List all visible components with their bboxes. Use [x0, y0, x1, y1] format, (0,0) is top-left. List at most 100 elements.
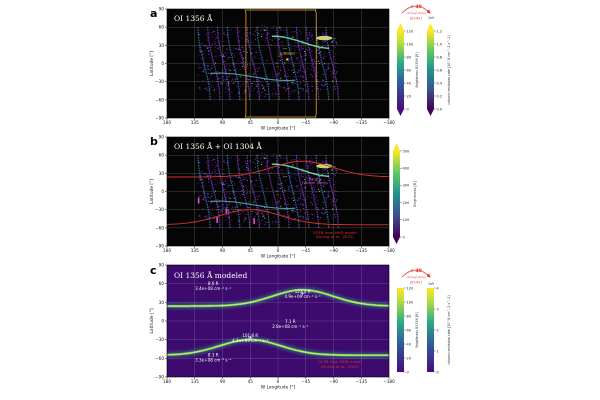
data-point — [242, 83, 244, 85]
data-point — [238, 176, 240, 178]
data-point — [301, 49, 303, 51]
data-point — [325, 68, 327, 70]
data-point — [293, 75, 295, 77]
data-point — [246, 61, 248, 63]
x-tick-label: −135 — [355, 248, 367, 253]
data-point — [280, 157, 282, 159]
data-point — [258, 67, 260, 69]
colorbar-tick-label: 20 — [407, 356, 411, 360]
annotation-text: OCFB from MHD model — [313, 230, 357, 235]
data-point — [222, 55, 224, 57]
data-point — [257, 79, 259, 81]
colorbar-emission-a: 0.0 0.2 0.4 0.6 0.8 1.0 1.2 1e9 column emissio… — [427, 16, 451, 116]
data-point — [310, 201, 312, 203]
data-point — [272, 76, 274, 78]
data-point — [215, 88, 217, 90]
data-point — [313, 191, 315, 193]
data-point — [209, 210, 211, 212]
data-point — [287, 201, 289, 203]
data-point — [245, 186, 247, 188]
data-point — [333, 76, 335, 78]
data-point — [246, 192, 249, 194]
data-point — [279, 27, 281, 29]
conversion-factor-c: × 40 — [410, 268, 422, 274]
data-point — [300, 174, 303, 176]
data-point — [264, 96, 266, 98]
data-point — [279, 26, 281, 28]
data-point — [271, 201, 273, 203]
data-point — [198, 74, 200, 76]
data-point — [295, 30, 297, 32]
data-point — [236, 213, 238, 215]
data-point — [294, 211, 296, 213]
x-tick-label: 180 — [163, 248, 171, 253]
data-point — [208, 51, 210, 52]
data-point — [301, 40, 303, 42]
colorbar-tick-label: 40 — [407, 81, 411, 85]
colorbar-tick-label: 80 — [407, 314, 411, 318]
data-point — [244, 185, 246, 187]
data-point — [223, 32, 225, 34]
data-point — [203, 181, 205, 182]
data-point — [313, 187, 315, 189]
conversion-arrow-a: × 40 𝒜₁₃₅₆/𝒜₁₃₀₄ (EI-42) — [401, 4, 431, 21]
data-point — [325, 200, 327, 202]
data-point — [228, 211, 230, 213]
data-point — [239, 40, 241, 42]
data-point — [307, 196, 309, 198]
data-point — [314, 79, 316, 81]
data-point — [336, 71, 338, 73]
data-point — [302, 216, 304, 218]
data-point — [283, 176, 285, 178]
data-point — [330, 42, 332, 44]
data-point — [255, 180, 257, 181]
data-point — [289, 59, 291, 61]
data-point — [336, 200, 338, 202]
data-point — [225, 83, 227, 85]
colorbar-tick-label: 0.6 — [437, 68, 443, 72]
data-point — [296, 186, 298, 188]
data-point — [251, 86, 253, 88]
data-point — [298, 45, 300, 47]
data-point — [319, 217, 321, 219]
data-point — [287, 58, 290, 60]
data-point — [310, 36, 312, 38]
data-point — [214, 43, 216, 45]
data-point — [296, 180, 298, 182]
data-point — [232, 82, 235, 84]
data-point — [322, 45, 325, 47]
data-point — [209, 164, 211, 166]
data-point — [232, 193, 234, 195]
data-point — [256, 80, 258, 82]
data-point — [238, 220, 240, 222]
data-point — [261, 25, 263, 27]
data-point — [244, 213, 246, 215]
data-point — [325, 162, 327, 163]
data-point — [205, 174, 208, 176]
data-point — [217, 198, 219, 200]
data-point — [322, 184, 324, 186]
data-point — [235, 208, 237, 210]
data-point — [292, 164, 294, 166]
data-point — [303, 187, 306, 189]
data-point — [293, 210, 295, 212]
data-point — [330, 50, 332, 52]
data-point — [260, 223, 262, 225]
data-point — [264, 93, 267, 95]
data-point — [238, 176, 240, 178]
data-point — [302, 203, 304, 204]
data-point — [225, 193, 227, 195]
data-point — [205, 46, 208, 48]
data-point — [303, 67, 305, 69]
data-point — [328, 179, 330, 181]
data-point — [224, 196, 226, 198]
colorbar-extend-bottom-b — [393, 237, 400, 244]
data-point — [276, 200, 278, 202]
x-tick-label: 45 — [248, 120, 254, 125]
data-point — [211, 67, 213, 69]
data-point — [324, 63, 326, 65]
data-point — [312, 59, 314, 61]
data-point — [210, 202, 212, 203]
data-point — [327, 65, 330, 67]
data-point — [238, 53, 240, 55]
